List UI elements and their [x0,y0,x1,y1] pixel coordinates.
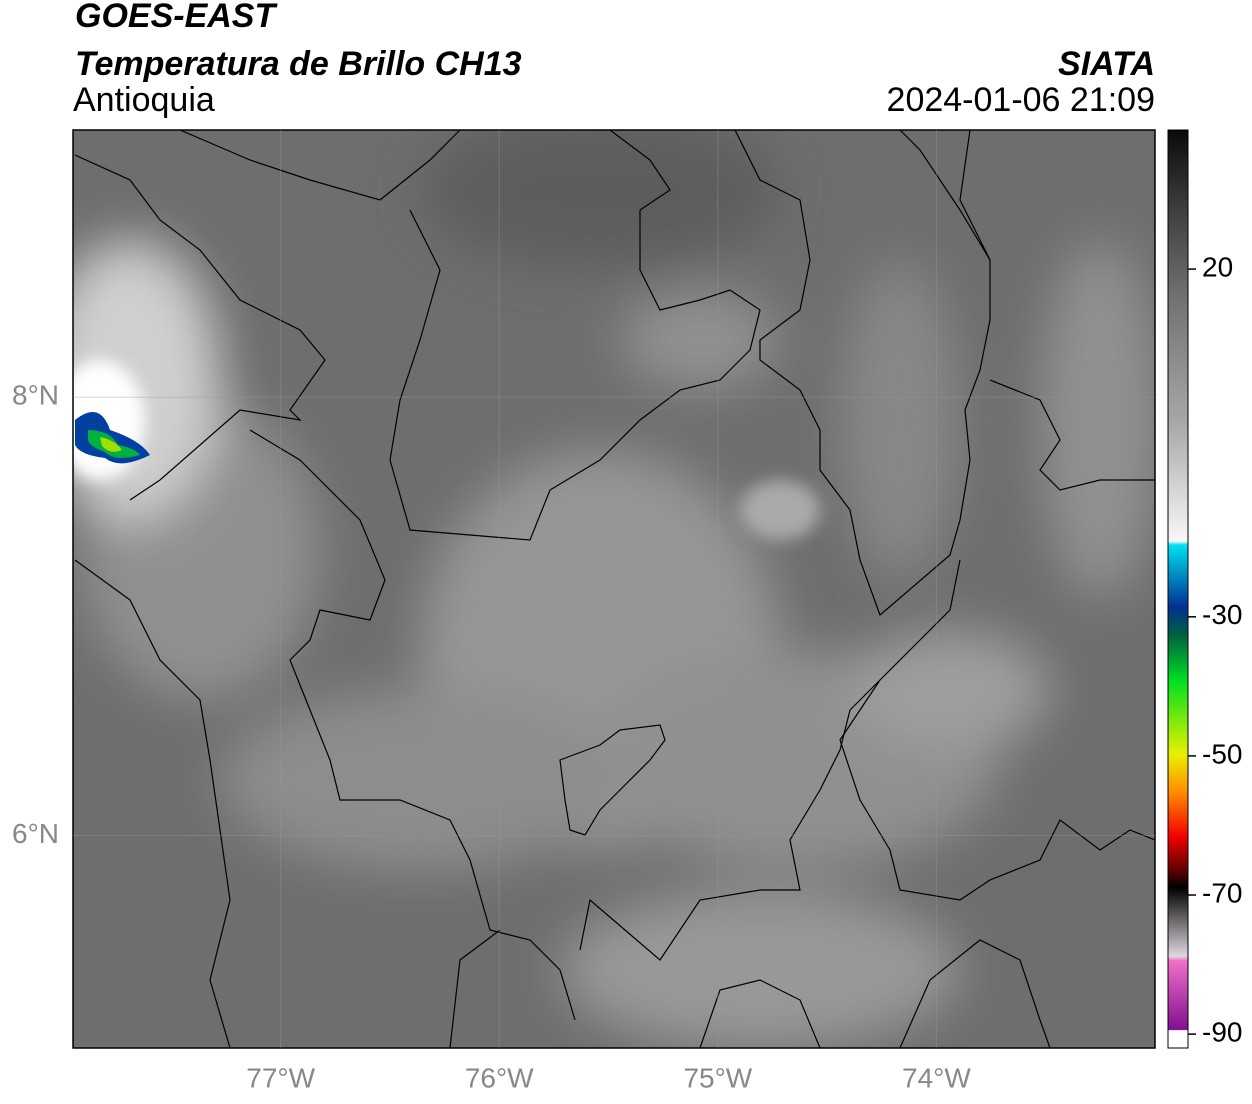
x-tick-label: 76°W [465,1062,534,1093]
x-tick-label: 77°W [246,1062,315,1093]
satellite: GOES-EAST [75,0,278,35]
colorbar-tick-label: -70 [1202,877,1242,908]
region: Antioquia [73,81,215,119]
colorbar-tick-label: 20 [1202,251,1233,282]
x-tick-label: 74°W [902,1062,971,1093]
boundaries [74,130,1155,1048]
timestamp: 2024-01-06 21:09 [887,81,1155,119]
map-frame [72,129,1156,1049]
colorbar [1167,129,1189,1049]
colorbar-tick-label: -30 [1202,599,1242,630]
product: Temperatura de Brillo CH13 [75,45,522,83]
y-tick-label: 6°N [12,818,59,849]
agency: SIATA [1058,45,1155,83]
x-tick-label: 75°W [683,1062,752,1093]
colorbar-tick-label: -90 [1202,1016,1242,1047]
y-tick-label: 8°N [12,380,59,411]
colorbar-tick-label: -50 [1202,738,1242,769]
